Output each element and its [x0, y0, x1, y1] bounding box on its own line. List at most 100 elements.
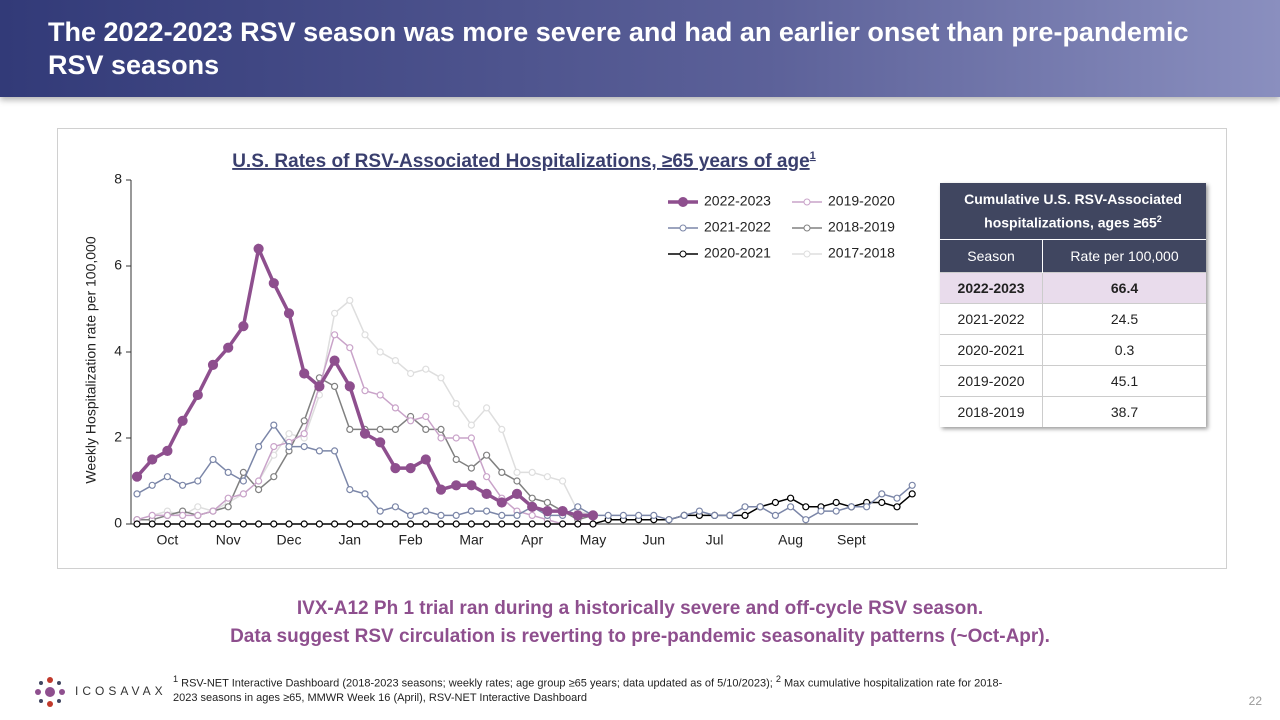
- data-point: [224, 468, 232, 476]
- data-point: [437, 425, 445, 433]
- data-point: [162, 445, 173, 456]
- data-point: [390, 463, 401, 474]
- message: Data suggest RSV circulation is revertin…: [230, 626, 1050, 647]
- data-point: [786, 494, 795, 502]
- legend-marker: [803, 250, 811, 258]
- data-point: [908, 481, 916, 489]
- data-point: [300, 417, 308, 425]
- data-point: [543, 520, 552, 528]
- legend-marker: [803, 224, 811, 232]
- data-point: [207, 359, 219, 370]
- data-point: [285, 520, 293, 528]
- data-point: [710, 511, 719, 520]
- data-point: [771, 498, 780, 507]
- data-point: [194, 520, 202, 528]
- data-point: [467, 520, 475, 528]
- x-tick-label: Oct: [157, 532, 179, 548]
- data-point: [878, 490, 886, 498]
- data-point: [407, 369, 415, 378]
- footnote-mark: 2: [775, 674, 781, 684]
- data-point: [528, 511, 536, 520]
- data-point: [528, 468, 536, 476]
- data-point: [437, 511, 445, 520]
- data-point: [194, 503, 202, 511]
- data-point: [467, 421, 475, 429]
- data-point: [862, 503, 871, 511]
- logo-icon: [35, 677, 65, 707]
- data-point: [192, 389, 203, 401]
- table-title-text: Cumulative U.S. RSV-Associated hospitali…: [964, 191, 1182, 231]
- table-header: Season: [940, 238, 1044, 273]
- data-point: [589, 520, 597, 528]
- data-point: [300, 443, 308, 451]
- data-point: [329, 355, 340, 366]
- data-point: [376, 507, 384, 515]
- data-point: [299, 368, 310, 379]
- table: Season Rate per 100,000 2022-2023 66.4 2021-…: [940, 238, 1206, 427]
- data-point: [179, 481, 187, 489]
- data-point: [451, 480, 462, 491]
- data-point: [498, 425, 506, 433]
- data-point: [422, 412, 430, 421]
- data-point: [163, 511, 171, 520]
- data-point: [331, 382, 339, 390]
- data-point: [268, 278, 279, 289]
- summary-table: Cumulative U.S. RSV-Associated hospitali…: [940, 183, 1206, 427]
- data-point: [756, 503, 764, 511]
- data-point: [239, 490, 247, 498]
- legend-marker: [803, 198, 811, 206]
- x-tick-label: Jan: [339, 532, 362, 548]
- data-point: [331, 520, 339, 528]
- data-point: [498, 520, 506, 528]
- header: The 2022-2023 RSV season was more severe…: [0, 0, 1280, 97]
- data-point: [452, 400, 460, 408]
- series-line: [137, 493, 913, 525]
- data-point: [422, 365, 430, 373]
- data-point: [239, 520, 247, 528]
- data-point: [346, 520, 354, 528]
- data-point: [574, 520, 582, 528]
- data-point: [467, 464, 475, 472]
- x-tick-label: Jun: [643, 532, 666, 548]
- x-tick-label: May: [580, 532, 606, 548]
- data-point: [361, 331, 369, 339]
- table-cell: 2018-2019: [940, 395, 1044, 427]
- chart-title: U.S. Rates of RSV-Associated Hospitaliza…: [232, 150, 816, 172]
- message: IVX-A12 Ph 1 trial ran during a historic…: [296, 598, 984, 619]
- data-point: [391, 503, 399, 511]
- data-point: [467, 507, 475, 515]
- data-point: [741, 511, 749, 520]
- data-point: [270, 473, 278, 481]
- y-tick-label: 2: [114, 429, 122, 445]
- data-point: [391, 425, 399, 433]
- y-tick-label: 6: [114, 257, 122, 273]
- data-point: [483, 451, 491, 459]
- data-point: [437, 520, 445, 528]
- data-point: [391, 357, 399, 365]
- footnote-text: Max cumulative hospitalization rate for …: [173, 677, 1003, 704]
- data-point: [847, 503, 856, 511]
- table-cell: 66.4: [1042, 271, 1206, 304]
- x-tick-label: Jul: [706, 532, 724, 548]
- data-point: [224, 520, 232, 528]
- data-point: [771, 511, 780, 520]
- data-point: [133, 520, 141, 528]
- logo: ICOSAVAX: [75, 684, 167, 698]
- data-point: [558, 520, 567, 528]
- data-point: [513, 468, 521, 476]
- data-point: [224, 494, 232, 502]
- data-point: [817, 507, 825, 515]
- data-point: [498, 468, 506, 476]
- data-point: [420, 454, 431, 465]
- table-cell: 2020-2021: [940, 333, 1044, 366]
- data-point: [496, 497, 507, 508]
- data-point: [467, 434, 475, 442]
- data-point: [315, 447, 323, 455]
- data-point: [726, 511, 734, 520]
- y-tick-label: 4: [114, 343, 122, 359]
- data-point: [376, 520, 384, 528]
- x-tick-label: Aug: [778, 532, 803, 548]
- table-cell: 2022-2023: [940, 271, 1044, 304]
- data-point: [498, 511, 506, 520]
